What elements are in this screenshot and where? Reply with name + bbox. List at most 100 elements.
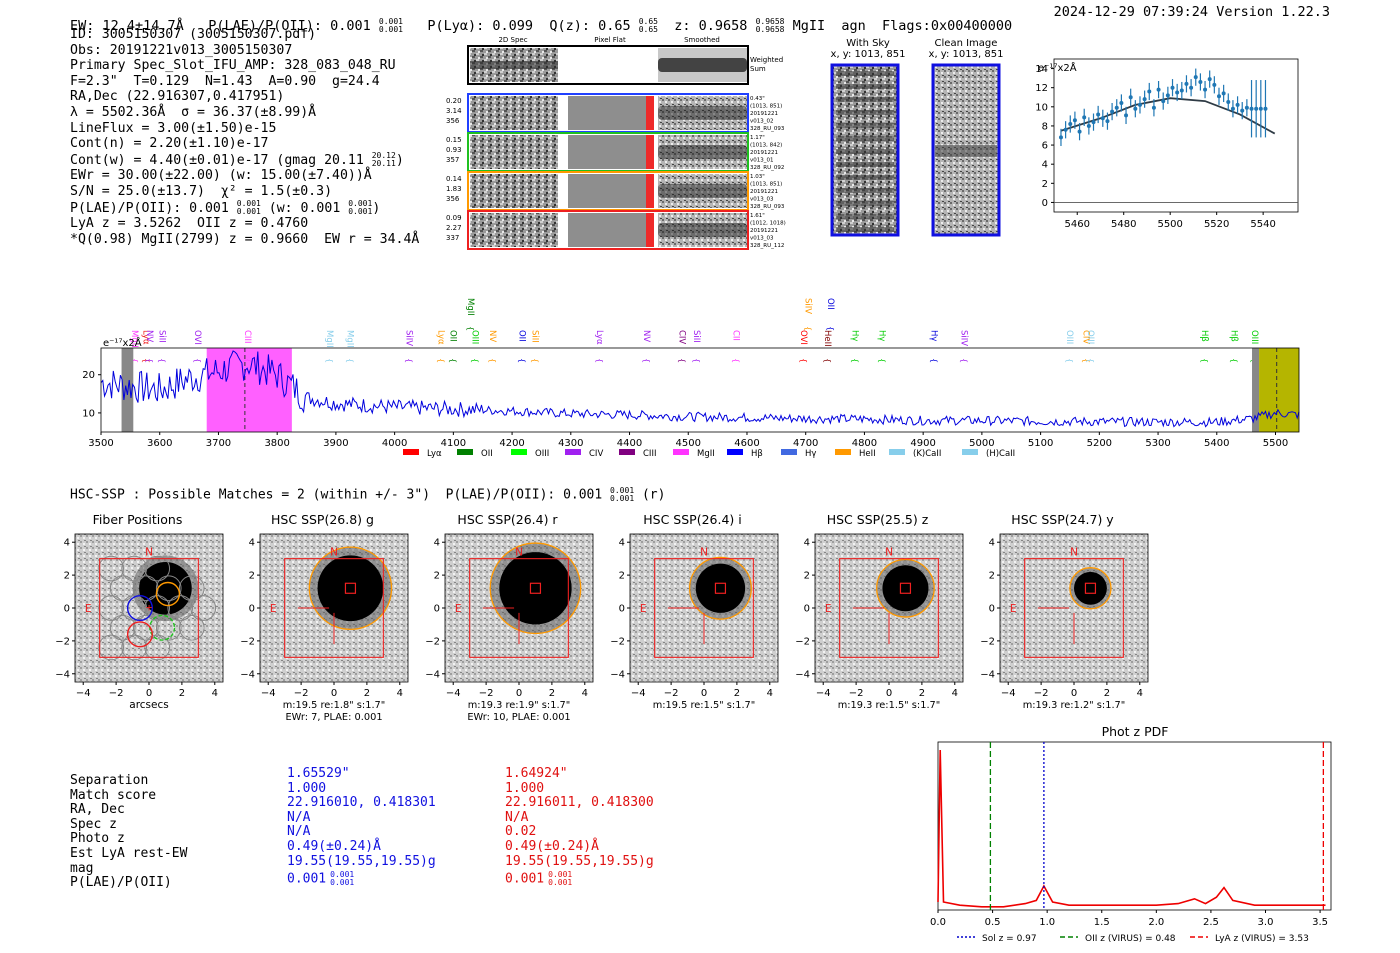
line-id-bracket: { [851, 358, 860, 363]
match-label: Est LyA rest-EW [70, 845, 188, 861]
line-id-label: SiIV [403, 330, 413, 346]
fiber-circle [98, 634, 125, 661]
full-xtick: 4300 [558, 438, 583, 449]
sky-cutouts [830, 63, 1001, 237]
hsc-xtick: 0 [516, 688, 522, 699]
line-id-bracket: { [823, 358, 832, 363]
info-contn: Cont(n) = 2.20(±1.10)e-17 [70, 136, 269, 152]
full-xtick: 5100 [1028, 438, 1053, 449]
hsc-ytick: 2 [619, 571, 625, 582]
line-id-bracket: { [878, 358, 887, 363]
full-xtick: 5000 [969, 438, 994, 449]
line-id-label: SiII [157, 330, 167, 343]
info-id: ID: 3005150307 (3005150307.pdf) [70, 27, 317, 42]
full-xtick: 4400 [617, 438, 642, 449]
source-blob [317, 555, 384, 622]
hsc-xtick: −2 [1034, 688, 1049, 699]
cutout-info: 20191221 [750, 189, 778, 195]
hsc-panel-title: Fiber Positions [92, 512, 183, 527]
east-label: E [640, 603, 647, 615]
line-id-bracket: { [518, 358, 527, 363]
line-id-label: OVI [192, 330, 202, 345]
full-xtick: 3500 [88, 438, 113, 449]
match-value: 0.001 0.001 0.001 [287, 870, 355, 888]
info-plae: P(LAE)/P(OII): 0.001 0.001 0.001 (w: 0.00… [70, 198, 381, 216]
region-box [99, 558, 199, 658]
match-labels: Separation Match score RA, Dec Spec z Photo … [70, 773, 188, 891]
legend-label: CIII [643, 449, 656, 459]
line-id-bracket: { [1200, 358, 1209, 363]
hsc-xtick: −2 [479, 688, 494, 699]
svg-text:Sum: Sum [750, 65, 766, 73]
fiber-circle [178, 614, 205, 641]
zoom-point [1105, 119, 1110, 124]
full-xtick: 5500 [1263, 438, 1288, 449]
line-id-bracket: { [141, 358, 150, 363]
zoom-point [1165, 93, 1170, 98]
line-id-bracket: { [692, 358, 701, 363]
cutout-weight: 0.20 [446, 97, 462, 105]
hsc-xtick: −4 [446, 688, 461, 699]
fiber-circle [98, 595, 125, 621]
info-fiber: F=2.3" T=0.129 N=1.43 A=0.90 g=24.4 [70, 73, 380, 89]
hsc-ytick: −2 [425, 636, 440, 647]
cutout-info: 1.17" [750, 135, 765, 141]
hsc-xtick: 0 [146, 688, 152, 699]
class-label: agn [841, 18, 866, 34]
region-box [284, 558, 384, 658]
cutout-info: v013_03 [750, 197, 774, 203]
info-radec: RA,Dec (22.916307,0.417951) [70, 89, 285, 105]
hsc-ytick: 0 [434, 604, 440, 615]
aperture-circle [308, 546, 393, 631]
cutout-row: 0.14 1.83 356 1.03" (1013, 851)20191221 v013_… [446, 171, 785, 211]
plae-value: P(LAE)/P(OII): 0.001 [208, 18, 371, 34]
photz-xtick: 3.5 [1312, 917, 1328, 928]
match-value: 19.55(19.55,19.55)g [287, 853, 436, 869]
legend-label: Lyα [427, 449, 442, 459]
aperture-circle [688, 556, 752, 620]
hsc-panel-caption: m:19.5 re:1.8" s:1.7" [283, 700, 386, 711]
hsc-panel-caption: EWr: 10, PLAE: 0.001 [467, 712, 570, 723]
plya-value: P(Lyα): 0.099 [427, 18, 534, 34]
match-value: 0.02 [505, 824, 537, 840]
info-sn: S/N = 25.0(±13.7) χ² = 1.5(±0.3) [70, 183, 333, 199]
zoom-point [1184, 81, 1189, 86]
fiber-circle [155, 614, 182, 641]
fiber-circle [121, 634, 148, 661]
match-label: mag [70, 860, 94, 876]
photz-xtick: 0.5 [985, 917, 1001, 928]
hsc-xtick: 4 [1137, 688, 1143, 699]
zoom-point [1068, 122, 1073, 127]
full-xtick: 3700 [206, 438, 231, 449]
legend-label: OII [481, 449, 493, 459]
zoom-point [1119, 100, 1124, 105]
line-id-label: OII [447, 330, 457, 342]
legend-swatch [673, 449, 689, 455]
hsc-xtick: −2 [294, 688, 309, 699]
legend-label: CIV [589, 449, 603, 459]
east-label: E [455, 603, 462, 615]
zoom-point [1096, 112, 1101, 117]
line-id-bracket: { [346, 358, 355, 363]
cutout-weight: 357 [446, 156, 459, 164]
clean-image-title: Clean Image x, y: 1013, 851 [928, 38, 1004, 60]
aperture-circle [489, 542, 582, 635]
zoom-point [1161, 99, 1166, 104]
line-id-label: OIII [1085, 330, 1095, 344]
photz-xtick: 2.5 [1203, 917, 1219, 928]
hsc-xtick: 2 [549, 688, 555, 699]
hsc-panel: Fiber Positions + N E 4 2 0 −2 −4 −4 −2 0 2 4 arcsecs [50, 510, 225, 725]
hsc-ytick: −4 [240, 669, 255, 680]
hsc-ytick: 2 [64, 571, 70, 582]
line-id-label: MgII [324, 330, 334, 348]
zoom-point [1128, 95, 1133, 100]
fiber-circle [167, 595, 194, 621]
match-value: 19.55(19.55,19.55)g [505, 853, 654, 869]
full-xtick: 4000 [382, 438, 407, 449]
cutout-info: 0.43" [750, 96, 765, 102]
line-id-bracket: { [471, 358, 480, 363]
full-xtick: 3800 [264, 438, 289, 449]
hsc-ytick: 4 [619, 538, 625, 549]
hsc-panel-title: HSC SSP(25.5) z [826, 512, 929, 527]
line-id-bracket: { [1065, 358, 1074, 363]
